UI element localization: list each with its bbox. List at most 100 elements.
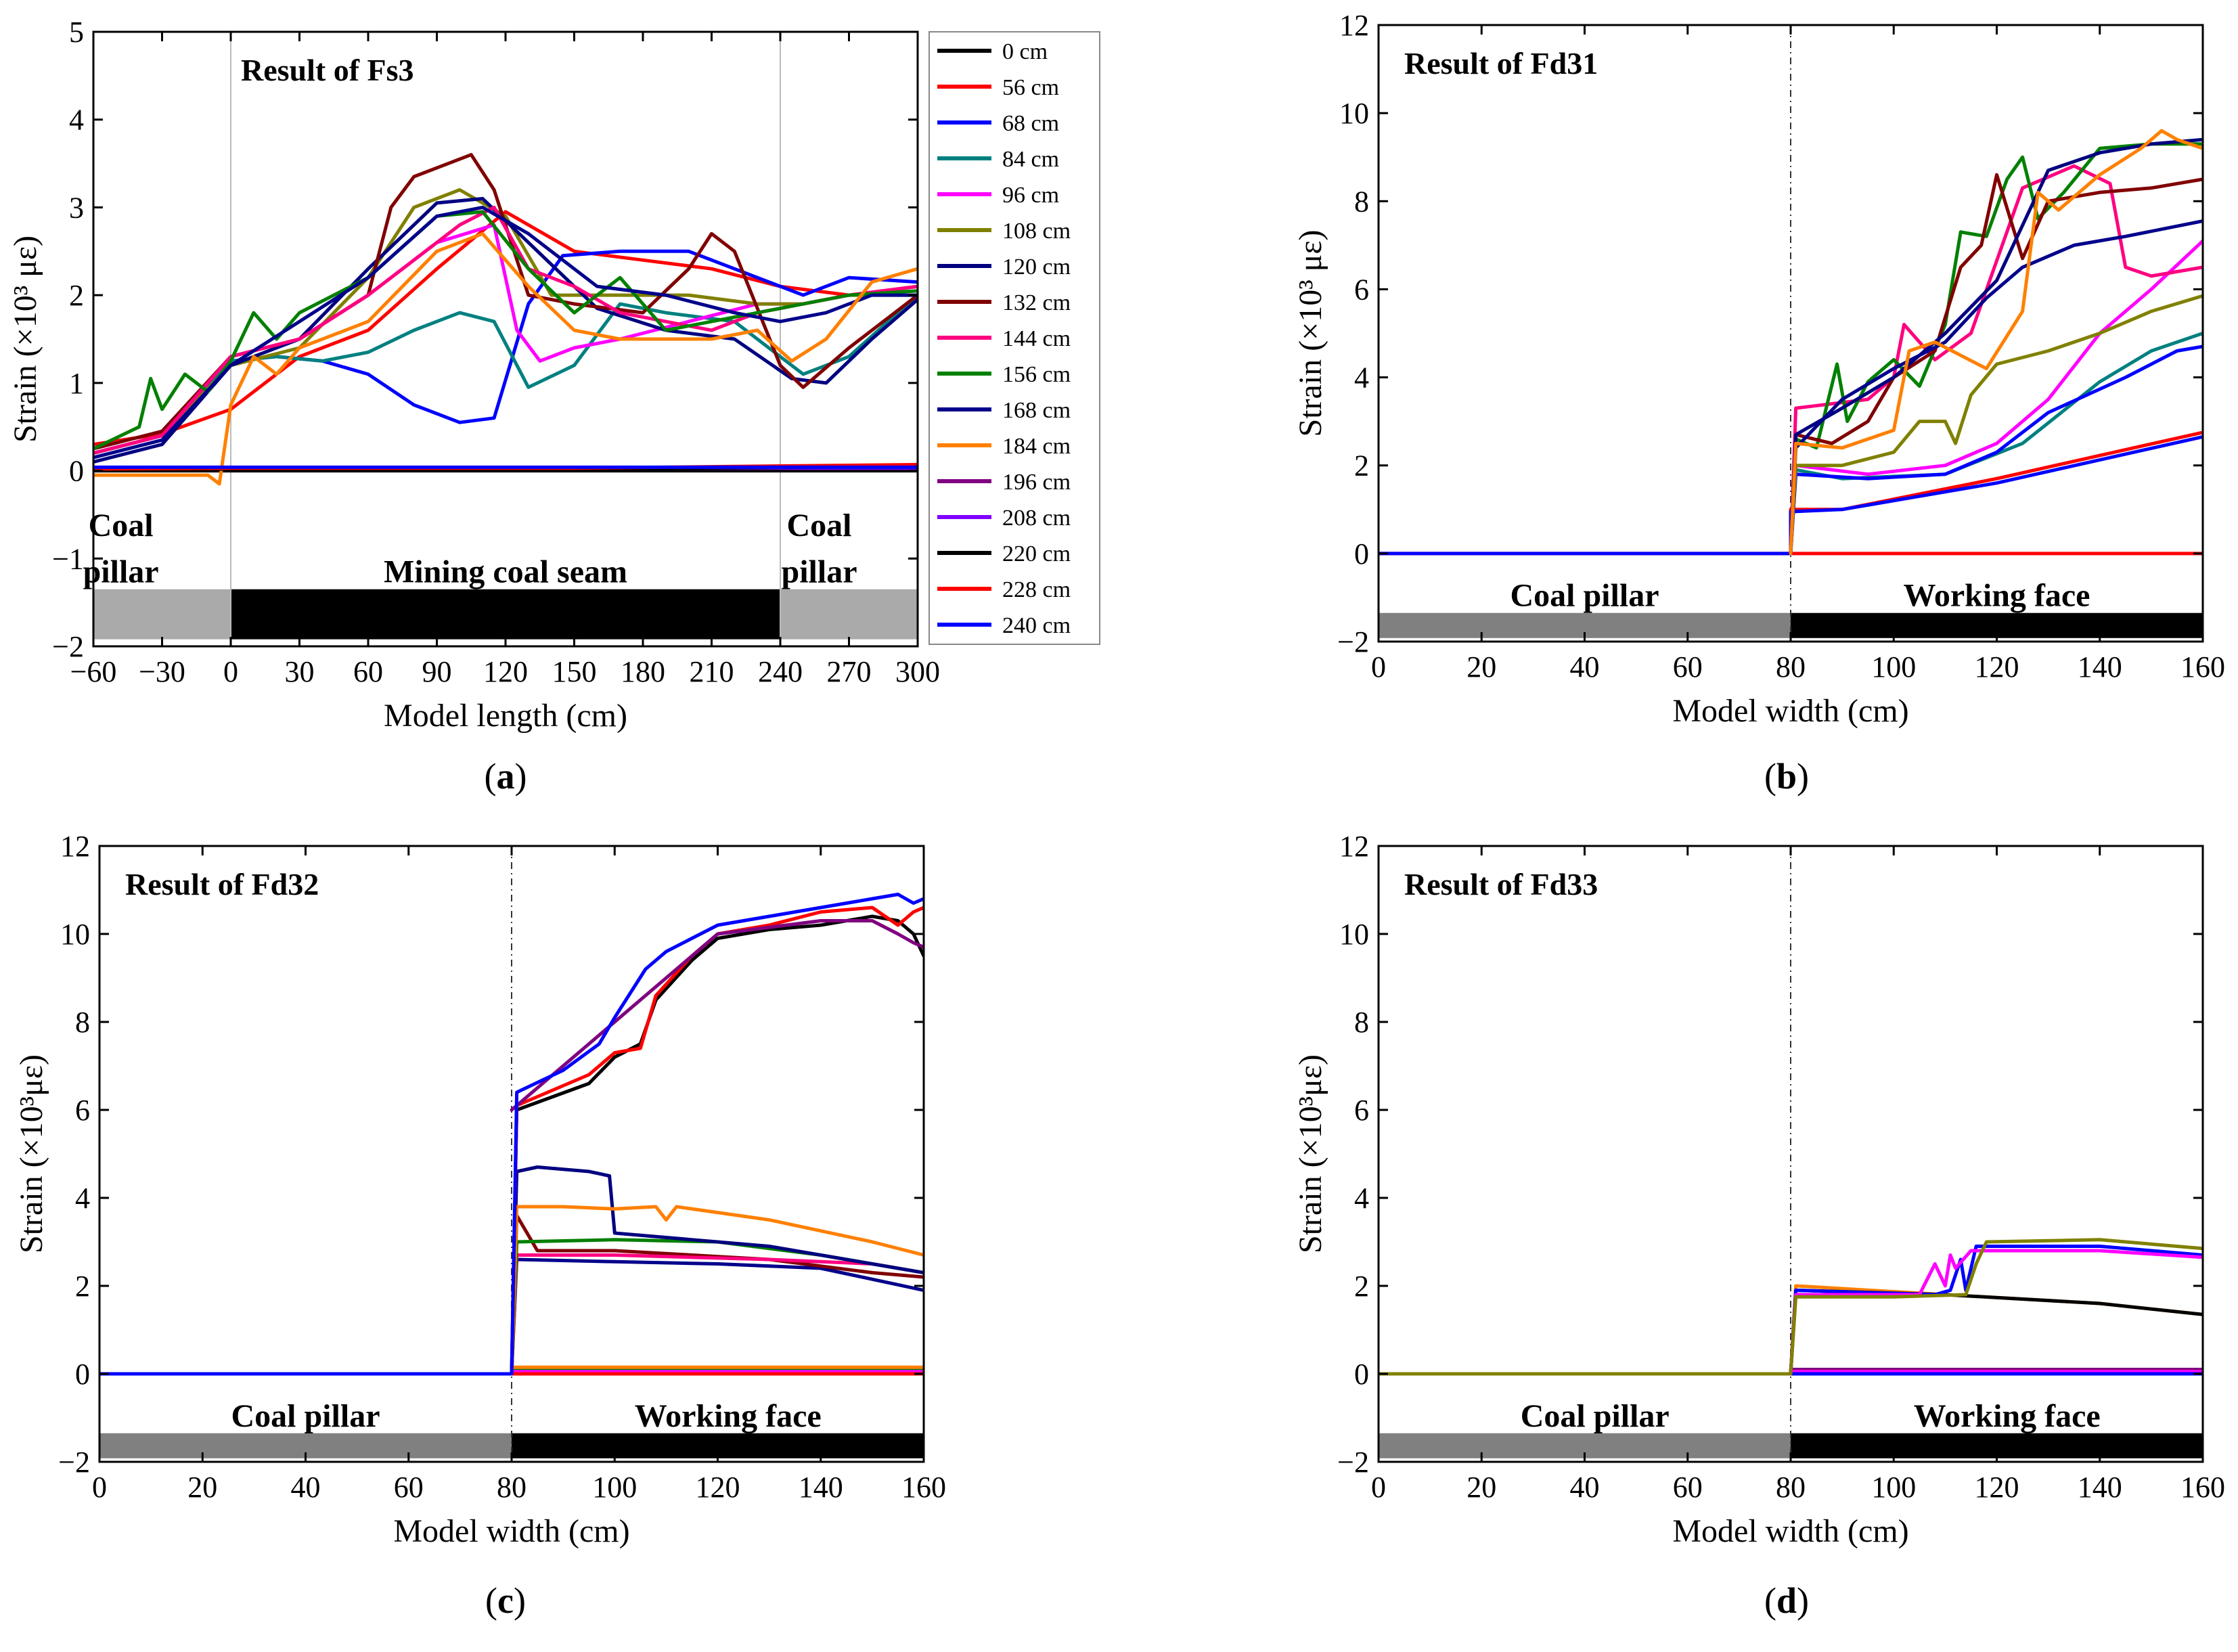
y-tick-label: 1 [69,367,84,400]
x-tick-label: 80 [497,1471,527,1504]
x-axis-label: Model length (cm) [384,698,627,734]
x-tick-label: 40 [1570,650,1600,684]
x-tick-label: 0 [1371,650,1386,684]
y-axis-label: Strain (×10³ με) [1293,230,1328,437]
y-tick-label: 8 [75,1006,90,1039]
zone-label: Working face [1904,578,2090,614]
y-tick-label: 6 [1354,273,1369,306]
x-tick-label: 120 [1975,650,2019,684]
x-tick-label: 150 [552,655,597,688]
y-tick-label: −2 [58,1446,90,1479]
y-tick-label: 4 [69,104,84,137]
series-line [1789,164,2203,556]
series-line [1789,239,2203,556]
x-tick-label: 210 [690,655,734,688]
legend: 0 cm 56 cm 68 cm 84 cm 96 cm 108 cm 120 cm 132 … [928,31,1100,645]
series-line [1789,294,2203,556]
series-line [93,153,918,451]
panel-label-close: ) [1797,1580,1809,1621]
x-tick-label: 140 [2078,1471,2122,1504]
series-line [1789,1289,2203,1376]
y-tick-label: 0 [69,455,84,488]
y-tick-label: −1 [52,542,84,575]
x-tick-label: −30 [139,655,185,688]
x-tick-label: 160 [2180,650,2225,684]
panel-label: (b) [1764,756,1809,797]
x-tick-label: 140 [2078,650,2122,684]
x-tick-label: 30 [285,655,315,688]
y-tick-label: 2 [75,1270,90,1303]
x-tick-label: 180 [621,655,665,688]
y-tick-label: 12 [1339,9,1369,42]
x-tick-label: 140 [799,1471,843,1504]
legend-label: 196 cm [1002,470,1071,495]
y-tick-label: 3 [69,191,84,224]
x-tick-label: 100 [1871,650,1916,684]
x-axis-label: Model width (cm) [393,1513,629,1549]
y-tick-label: 12 [1339,830,1369,863]
series-line [93,205,918,460]
x-tick-label: 20 [1467,650,1496,684]
panel-label-close: ) [515,756,527,797]
zone-label: Coal [89,508,154,543]
zone-bar [231,589,780,640]
series-line [1789,137,2203,556]
x-tick-label: 20 [187,1471,217,1504]
zone-label: pillar [83,554,159,590]
x-tick-label: 100 [1871,1471,1916,1504]
series-line [510,906,924,1376]
y-tick-label: 2 [1354,449,1369,483]
panel-label-open: ( [485,756,497,797]
legend-label: 156 cm [1002,362,1071,387]
y-tick-label: 0 [1354,537,1369,571]
x-tick-label: 0 [92,1471,107,1504]
legend-label: 132 cm [1002,290,1071,315]
series-line [510,914,924,1376]
series-line [1789,173,2203,556]
series-line [510,1165,924,1376]
zone-label: Mining coal seam [384,554,627,590]
series-group [1379,129,2203,556]
panel-label-letter: d [1776,1580,1797,1621]
series-line [1789,142,2203,556]
panel-label-letter: a [497,756,515,797]
zone-bar [93,589,231,640]
x-tick-label: 120 [1975,1471,2019,1504]
legend-label: 68 cm [1002,111,1059,136]
y-tick-label: 2 [1354,1270,1369,1303]
x-tick-label: 160 [901,1471,946,1504]
chart-title: Result of Fs3 [241,53,414,87]
x-tick-label: 160 [2180,1471,2225,1504]
zone-label: Coal pillar [231,1398,380,1434]
x-tick-label: 80 [1776,1471,1806,1504]
series-line [510,1257,924,1376]
panel-label: (c) [485,1580,526,1621]
y-axis-label: Strain (×10³με) [14,1054,49,1253]
series-group [93,153,918,486]
x-axis-label: Model width (cm) [1672,1513,1908,1549]
series-group [1379,1238,2203,1376]
y-tick-label: 4 [1354,361,1369,395]
legend-label: 228 cm [1002,577,1071,602]
y-tick-label: 4 [1354,1182,1369,1215]
x-tick-label: 60 [394,1471,424,1504]
y-tick-label: 0 [75,1358,90,1391]
y-tick-label: 8 [1354,1006,1369,1039]
x-tick-label: 90 [422,655,452,688]
zone-label: pillar [782,554,857,590]
x-tick-label: 60 [1673,1471,1703,1504]
y-tick-label: 5 [69,16,84,49]
legend-label: 144 cm [1002,326,1071,351]
x-tick-label: 300 [895,655,940,688]
series-line [93,205,918,455]
chart-title: Result of Fd31 [1404,46,1598,81]
panel-label-close: ) [514,1580,526,1621]
zone-label: Coal [787,508,852,543]
zone-bar [780,589,918,640]
panel-label: (d) [1764,1580,1809,1621]
legend-label: 120 cm [1002,254,1071,280]
zone-label: Coal pillar [1510,578,1659,614]
legend-label: 168 cm [1002,398,1071,423]
